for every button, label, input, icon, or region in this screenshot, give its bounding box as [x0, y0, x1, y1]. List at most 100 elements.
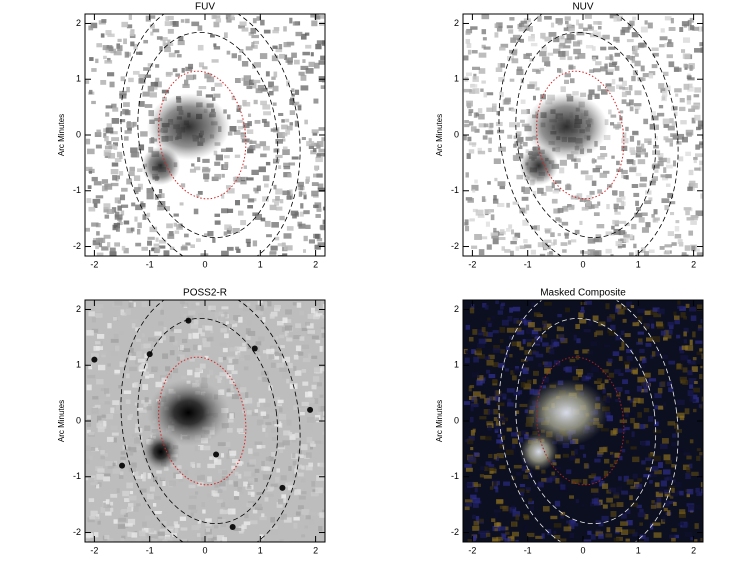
noise-pixel [285, 59, 290, 63]
noise-pixel [172, 532, 178, 538]
noise-pixel [312, 376, 320, 382]
noise-pixel [582, 27, 589, 32]
noise-pixel [674, 233, 682, 239]
aperture-inner [536, 70, 625, 200]
noise-pixel [598, 521, 604, 527]
noise-pixel [112, 468, 121, 474]
noise-pixel [562, 453, 569, 458]
noise-pixel [302, 51, 310, 56]
noise-pixel [246, 502, 253, 508]
noise-pixel [125, 523, 133, 527]
noise-pixel [620, 330, 625, 336]
noise-pixel [544, 239, 552, 243]
noise-pixel [629, 495, 633, 501]
noise-pixel [639, 522, 644, 526]
noise-pixel [243, 366, 249, 371]
noise-pixel [147, 240, 152, 246]
noise-pixel [545, 185, 553, 192]
noise-pixel [533, 327, 542, 332]
noise-pixel [246, 410, 252, 415]
noise-pixel [574, 162, 578, 169]
noise-pixel [285, 118, 290, 123]
noise-pixel [319, 346, 323, 352]
noise-pixel [671, 487, 675, 493]
noise-pixel [613, 459, 618, 464]
y-tick-label: -1 [73, 185, 81, 195]
noise-pixel [236, 105, 242, 110]
noise-pixel [526, 342, 532, 347]
noise-pixel [156, 534, 164, 539]
noise-pixel [85, 540, 89, 542]
noise-pixel [594, 250, 602, 256]
noise-pixel [551, 471, 555, 476]
noise-pixel [253, 452, 260, 457]
noise-pixel [573, 48, 581, 55]
noise-pixel [88, 311, 95, 317]
noise-pixel [269, 204, 277, 211]
noise-pixel [618, 205, 625, 210]
noise-pixel [255, 304, 264, 311]
noise-pixel [551, 182, 555, 189]
noise-pixel [516, 174, 524, 180]
noise-pixel [86, 198, 92, 204]
noise-pixel [105, 538, 114, 542]
noise-pixel [111, 207, 117, 213]
noise-pixel [542, 326, 550, 331]
noise-pixel [207, 230, 214, 237]
noise-pixel [121, 245, 126, 251]
noise-pixel [301, 508, 310, 515]
noise-pixel [134, 216, 138, 222]
noise-pixel [633, 397, 641, 403]
noise-pixel [633, 243, 637, 249]
noise-pixel [692, 408, 697, 413]
noise-pixel [126, 86, 130, 93]
noise-pixel [544, 365, 551, 371]
noise-pixel [190, 244, 196, 248]
noise-pixel [653, 313, 662, 318]
noise-pixel [178, 354, 185, 360]
noise-pixel [251, 411, 258, 417]
noise-pixel [621, 27, 630, 33]
noise-pixel [289, 122, 294, 126]
noise-pixel [654, 393, 662, 399]
noise-pixel [614, 452, 620, 458]
noise-pixel [149, 24, 155, 29]
noise-pixel [475, 209, 484, 216]
noise-pixel [128, 77, 134, 83]
noise-pixel [214, 312, 220, 318]
noise-pixel [311, 384, 317, 390]
noise-pixel [91, 176, 98, 182]
noise-pixel [241, 194, 250, 199]
noise-pixel [641, 460, 646, 465]
noise-pixel [322, 509, 325, 515]
noise-pixel [265, 456, 271, 461]
noise-pixel [622, 306, 627, 310]
noise-pixel [229, 125, 237, 132]
noise-pixel [287, 57, 293, 63]
noise-pixel [142, 384, 149, 390]
noise-pixel [690, 215, 698, 221]
noise-pixel [98, 445, 102, 450]
noise-pixel [618, 238, 624, 243]
noise-pixel [679, 490, 684, 496]
noise-pixel [665, 183, 671, 187]
noise-pixel [593, 478, 602, 483]
noise-pixel [143, 67, 151, 71]
noise-pixel [685, 345, 694, 351]
noise-pixel [679, 376, 687, 382]
noise-pixel [272, 420, 280, 425]
noise-pixel [478, 338, 487, 344]
noise-pixel [630, 317, 637, 323]
noise-pixel [559, 481, 563, 488]
noise-pixel [95, 306, 102, 312]
noise-pixel [570, 522, 579, 527]
noise-pixel [263, 29, 271, 34]
noise-pixel [532, 351, 539, 355]
noise-pixel [215, 18, 222, 23]
noise-pixel [231, 370, 238, 375]
noise-pixel [232, 176, 237, 182]
noise-pixel [478, 530, 486, 535]
noise-pixel [258, 166, 266, 173]
y-tick-label: -2 [451, 527, 459, 537]
noise-pixel [129, 166, 135, 172]
